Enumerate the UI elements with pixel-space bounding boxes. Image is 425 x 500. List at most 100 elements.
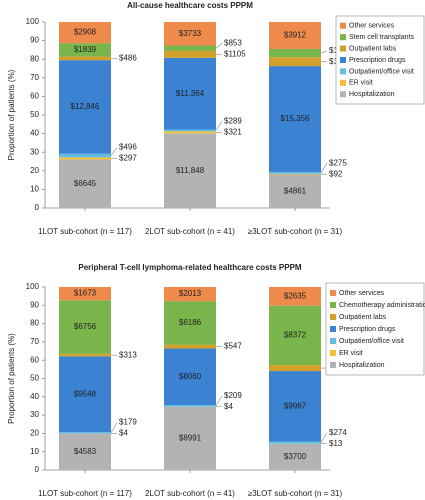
legend-swatch xyxy=(340,45,346,52)
y-tick-label: 80 xyxy=(30,54,39,63)
bar-segment xyxy=(59,356,111,433)
value-label: $2635 xyxy=(284,291,307,300)
leader-line xyxy=(215,121,223,131)
bar-segment xyxy=(59,56,111,61)
value-label: $179 xyxy=(119,418,137,427)
y-tick-label: 70 xyxy=(30,337,39,346)
bar-segment xyxy=(269,305,321,366)
bar-segment xyxy=(59,433,111,470)
bar-segment xyxy=(269,22,321,49)
legend-swatch xyxy=(330,314,336,320)
y-tick-label: 10 xyxy=(30,447,39,456)
bar-segment xyxy=(164,45,216,51)
y-tick-label: 20 xyxy=(30,429,39,438)
bar-segment xyxy=(269,287,321,306)
value-label: $4861 xyxy=(284,186,307,195)
x-tick-label: ≥3LOT sub-cohort (n = 31) xyxy=(248,489,343,498)
bar-segment xyxy=(269,171,321,174)
bar-segment xyxy=(164,405,216,407)
leader-line xyxy=(215,395,223,407)
legend-label: Hospitalization xyxy=(349,91,395,98)
bar-segment xyxy=(59,300,111,354)
value-label: $11,848 xyxy=(176,166,205,175)
leader-line xyxy=(110,422,118,434)
legend-box xyxy=(325,282,425,376)
leader-line xyxy=(110,147,118,156)
y-tick-label: 30 xyxy=(30,410,39,419)
y-tick-label: 30 xyxy=(30,147,39,156)
bar-segment xyxy=(164,57,216,130)
bar-segment xyxy=(269,173,321,175)
legend-swatch xyxy=(340,34,346,41)
y-tick-label: 80 xyxy=(30,319,39,328)
legend-label: Other services xyxy=(339,290,385,297)
value-label: $11,364 xyxy=(176,89,205,98)
y-tick-label: 20 xyxy=(30,166,39,175)
value-label: $6756 xyxy=(74,322,97,331)
value-label: $853 xyxy=(224,38,242,47)
value-label: $547 xyxy=(224,342,242,351)
y-tick-label: 40 xyxy=(30,129,39,138)
bar-segment xyxy=(164,406,216,470)
value-label: $13 xyxy=(329,439,343,448)
bar-segment xyxy=(59,159,111,208)
y-tick-label: 70 xyxy=(30,73,39,82)
bar-segment xyxy=(164,344,216,349)
leader-line xyxy=(215,43,223,49)
y-tick-label: 60 xyxy=(30,355,39,364)
y-axis-label: Proportion of patients (%) xyxy=(7,69,16,160)
value-label: $8372 xyxy=(284,330,307,339)
legend-label: Other services xyxy=(349,23,395,30)
legend-label: ER visit xyxy=(349,80,373,87)
value-label: $486 xyxy=(119,53,137,62)
y-tick-label: 0 xyxy=(35,203,40,212)
bar-segment xyxy=(164,133,216,208)
value-label: $2908 xyxy=(74,28,97,37)
y-tick-label: 100 xyxy=(26,282,40,291)
value-label: $4 xyxy=(119,429,128,438)
y-tick-label: 0 xyxy=(35,465,40,474)
chart-title: All-cause healthcare costs PPPM xyxy=(127,1,253,10)
bar-segment xyxy=(164,129,216,132)
value-label: $1839 xyxy=(74,45,97,54)
value-label: $6645 xyxy=(74,179,97,188)
value-label: $2013 xyxy=(179,289,202,298)
value-label: $3912 xyxy=(284,31,307,40)
value-label: $274 xyxy=(329,428,347,437)
bar-segment xyxy=(59,432,111,434)
x-tick-label: 2LOT sub-cohort (n = 41) xyxy=(145,227,235,236)
legend-swatch xyxy=(340,22,346,29)
value-label: $4583 xyxy=(74,447,97,456)
value-label: $275 xyxy=(329,158,347,167)
value-label: $4 xyxy=(224,402,233,411)
value-label: $12,846 xyxy=(71,102,100,111)
leader-line xyxy=(320,163,328,174)
value-label: $1673 xyxy=(74,289,97,298)
legend-label: Chemotherapy administration xyxy=(339,302,425,309)
y-tick-label: 40 xyxy=(30,392,39,401)
legend-swatch xyxy=(340,57,346,63)
bar-segment xyxy=(59,60,111,154)
bar-segment xyxy=(164,50,216,58)
bar-segment xyxy=(269,371,321,442)
value-label: $209 xyxy=(224,391,242,400)
legend-label: Stem cell transplants xyxy=(349,34,414,41)
leader-line xyxy=(320,432,328,443)
chart-title: Peripheral T-cell lymphoma-related healt… xyxy=(78,263,302,272)
x-tick-label: 2LOT sub-cohort (n = 41) xyxy=(145,489,235,498)
leader-line xyxy=(320,50,328,54)
legend-swatch xyxy=(340,79,346,86)
legend-label: Outpatient/office visit xyxy=(339,338,404,345)
bar-segment xyxy=(164,348,216,406)
legend-label: Prescription drugs xyxy=(349,57,406,64)
bar-segment xyxy=(59,153,111,158)
bar-segment xyxy=(269,57,321,67)
value-label: $15,356 xyxy=(281,114,310,123)
legend-label: Outpatient/office visit xyxy=(349,68,414,75)
legend-label: Prescription drugs xyxy=(339,326,396,333)
y-tick-label: 90 xyxy=(30,36,39,45)
value-label: $496 xyxy=(119,143,137,152)
legend-swatch xyxy=(330,362,336,368)
legend-swatch xyxy=(330,302,336,308)
bar-segment xyxy=(59,43,111,57)
